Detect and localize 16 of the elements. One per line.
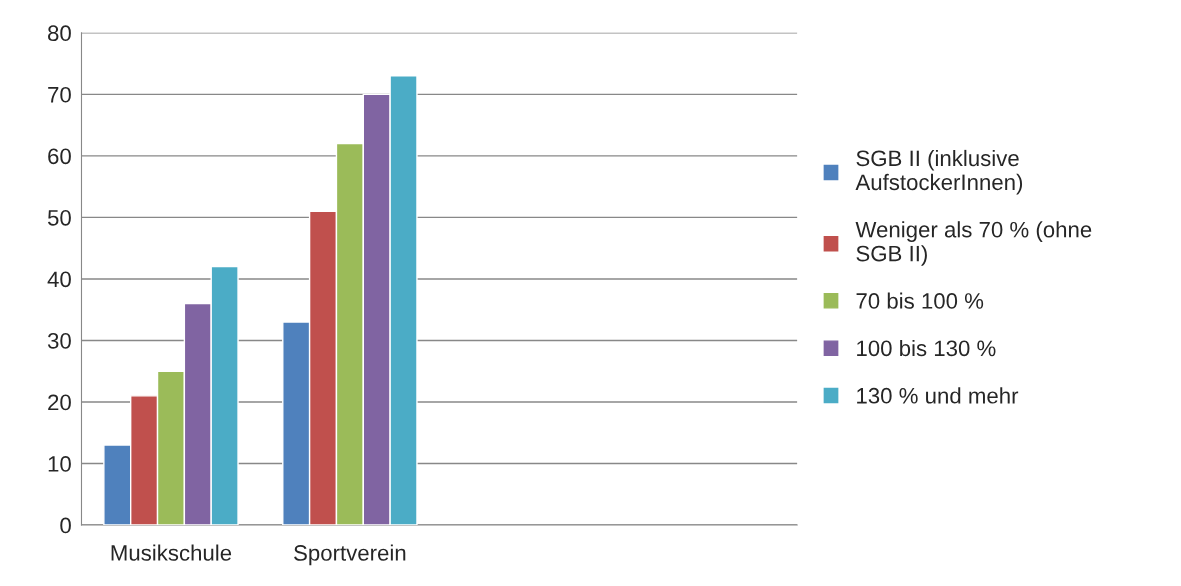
x-tick-label: Musikschule bbox=[111, 544, 232, 561]
y-tick-label: 40 bbox=[47, 271, 71, 288]
legend-label: SGB II (inklusive AufstockerInnen) bbox=[855, 149, 1023, 195]
y-tick-label: 70 bbox=[48, 86, 71, 103]
legend-label: Weniger als 70 % (ohne SGB II) bbox=[855, 221, 1092, 266]
y-tick-label: 80 bbox=[48, 25, 71, 42]
y-tick-label: 60 bbox=[48, 148, 71, 165]
y-tick-label: 10 bbox=[48, 456, 71, 472]
y-tick-label: 30 bbox=[47, 333, 71, 349]
legend-label: 70 bis 100 % bbox=[856, 292, 984, 309]
y-tick-label: 0 bbox=[60, 517, 71, 534]
x-tick-label: Sportverein bbox=[294, 544, 406, 566]
y-tick-label: 20 bbox=[48, 394, 71, 411]
legend-label: 130 % und mehr bbox=[857, 387, 1019, 404]
legend-label: 100 bis 130 % bbox=[857, 339, 996, 357]
y-tick-label: 50 bbox=[47, 209, 71, 226]
